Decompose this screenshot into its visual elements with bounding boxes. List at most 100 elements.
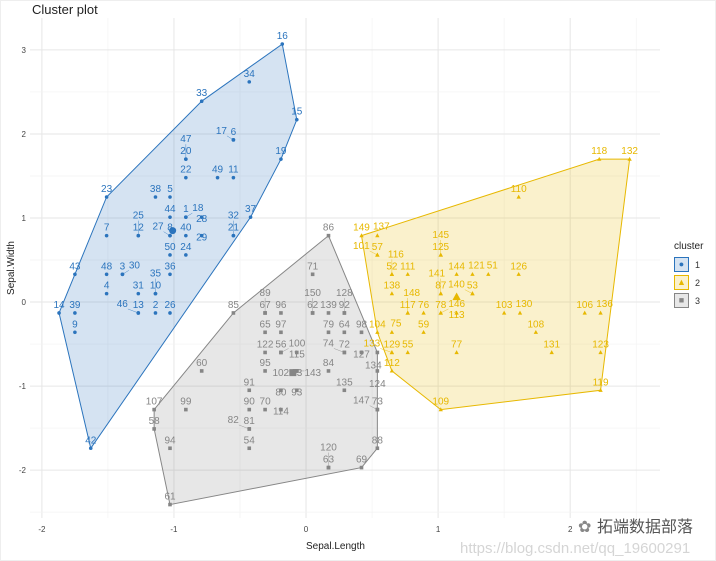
- data-point: [294, 388, 299, 393]
- data-point: [247, 407, 252, 412]
- data-point: [231, 175, 236, 180]
- data-point: [279, 311, 283, 315]
- point-label: 77: [451, 339, 463, 350]
- data-point: [389, 291, 395, 296]
- point-label: 28: [196, 214, 208, 225]
- point-label: 113: [449, 310, 465, 321]
- data-point: [247, 80, 252, 84]
- point-label: 31: [133, 281, 145, 292]
- label-leader-line: [185, 212, 193, 218]
- square-icon: ■: [674, 293, 689, 308]
- point-label: 100: [289, 338, 306, 349]
- data-point: [199, 99, 204, 103]
- point-label: 24: [180, 242, 192, 253]
- point-label: 111: [400, 261, 416, 272]
- data-point: [501, 310, 507, 315]
- data-point: [359, 330, 364, 335]
- data-point: [279, 330, 283, 335]
- data-point: [486, 271, 491, 276]
- point-label: 121: [468, 260, 485, 271]
- point-label: 22: [180, 165, 192, 176]
- y-tick-label: 2: [22, 130, 27, 139]
- point-label: 40: [180, 223, 192, 234]
- point-label: 56: [275, 339, 287, 350]
- point-label: 54: [244, 435, 256, 446]
- point-label: 84: [323, 358, 335, 369]
- point-label: 143: [304, 368, 321, 379]
- data-point: [120, 272, 125, 277]
- data-point: [136, 291, 141, 296]
- data-point: [104, 195, 109, 199]
- data-point: [215, 175, 220, 180]
- point-label: 136: [596, 299, 613, 310]
- legend-label: 3: [695, 295, 701, 306]
- data-point: [279, 388, 283, 393]
- point-label: 109: [432, 397, 449, 408]
- x-tick-label: -1: [170, 525, 178, 534]
- point-label: 98: [356, 319, 368, 330]
- y-tick-label: -2: [19, 466, 27, 475]
- label-leader-line: [122, 270, 130, 275]
- data-point: [279, 157, 283, 161]
- data-point: [152, 407, 156, 412]
- point-label: 13: [133, 300, 145, 311]
- point-label: 11: [228, 165, 239, 176]
- data-point: [516, 194, 521, 199]
- point-label: 65: [260, 319, 272, 330]
- point-label: 149: [353, 223, 370, 234]
- chart-title: Cluster plot: [32, 2, 98, 17]
- point-label: 17: [216, 126, 228, 137]
- data-point: [294, 350, 299, 355]
- point-label: 74: [323, 338, 335, 349]
- data-point: [263, 407, 267, 412]
- point-label: 20: [180, 146, 192, 157]
- point-label: 43: [69, 261, 81, 272]
- point-label: 130: [516, 299, 533, 310]
- data-point: [279, 407, 283, 412]
- point-label: 141: [428, 269, 445, 280]
- point-label: 140: [448, 280, 465, 291]
- point-label: 133: [364, 338, 381, 349]
- data-point: [326, 311, 331, 315]
- point-label: 94: [164, 435, 176, 446]
- point-label: 114: [273, 407, 289, 418]
- point-label: 23: [101, 184, 113, 195]
- data-point: [231, 311, 236, 315]
- data-point: [153, 195, 158, 199]
- data-point: [359, 233, 364, 238]
- data-point: [598, 387, 603, 392]
- data-point: [326, 369, 331, 373]
- data-point: [533, 329, 539, 334]
- data-point: [247, 388, 252, 393]
- data-point: [375, 233, 380, 238]
- point-label: 80: [275, 387, 287, 398]
- data-point: [168, 253, 172, 257]
- data-point: [57, 311, 61, 315]
- data-point: [375, 252, 380, 257]
- data-point: [73, 272, 77, 277]
- hull-layer: [58, 43, 631, 506]
- data-point: [598, 310, 603, 315]
- point-label: 96: [275, 300, 287, 311]
- point-label: 71: [307, 261, 319, 272]
- legend-item-2: ▲ 2: [674, 275, 700, 290]
- point-label: 107: [146, 397, 163, 408]
- point-label: 97: [275, 319, 287, 330]
- point-label: 112: [384, 358, 400, 369]
- point-label: 126: [510, 261, 527, 272]
- data-point: [104, 272, 109, 277]
- label-leader-line: [380, 348, 392, 353]
- data-point: [294, 117, 299, 122]
- data-point: [454, 271, 459, 276]
- data-point: [73, 330, 77, 335]
- point-label: 49: [212, 165, 224, 176]
- data-point: [375, 407, 380, 412]
- point-label: 110: [511, 184, 527, 195]
- point-label: 57: [372, 242, 384, 253]
- data-point: [247, 446, 252, 451]
- point-label: 62: [307, 300, 319, 311]
- label-leader-line: [238, 424, 250, 430]
- data-point: [389, 368, 395, 373]
- point-label: 85: [228, 300, 240, 311]
